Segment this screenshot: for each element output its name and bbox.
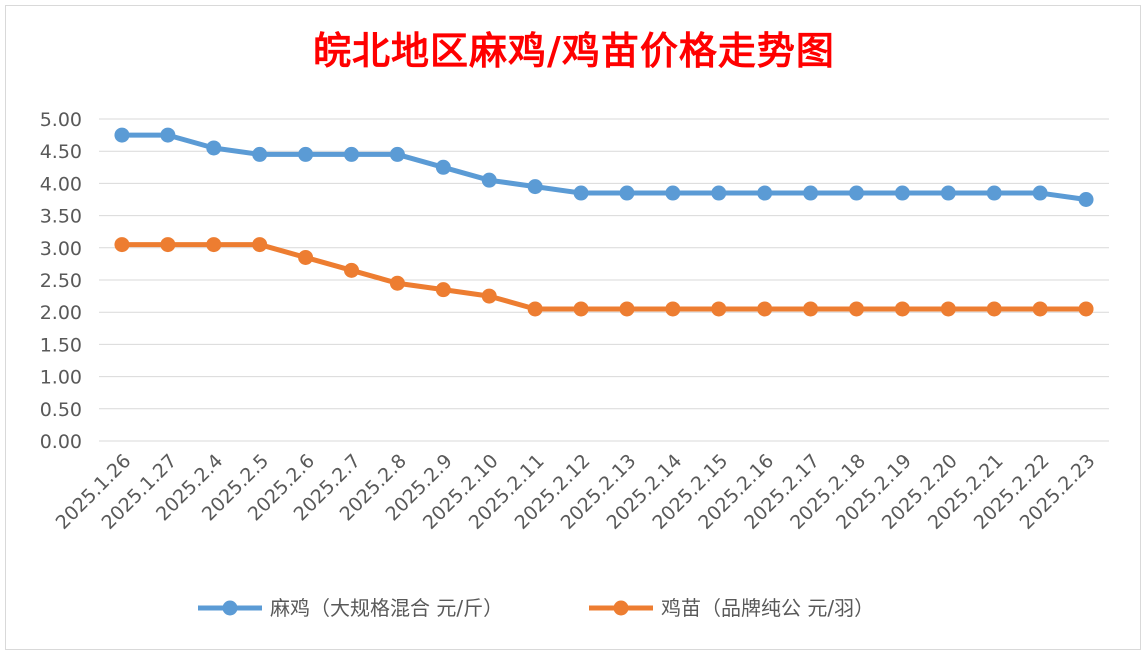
series-0-point [389,146,405,162]
series-1-point [344,262,359,278]
series-1-point [573,301,589,317]
series-1-point [986,301,1002,317]
series-1-point [1078,301,1094,317]
series-0-point [849,185,864,201]
series-1-point [711,301,727,317]
series-0-point [940,185,956,201]
series-0-point [757,185,773,201]
series-1-point [298,249,314,265]
series-0-point [1032,185,1048,201]
series-0-point [344,146,359,162]
y-tick-label: 1.50 [40,334,82,356]
series-1-point [206,237,222,253]
series-0-point [711,185,727,201]
series-1-point [114,237,130,253]
series-0-point [894,185,910,201]
y-tick-label: 3.50 [40,206,82,228]
series-1-point [160,237,176,253]
series-1-point [665,301,681,317]
legend-label-0: 麻鸡（大规格混合 元/斤） [270,596,503,620]
chart-title: 皖北地区麻鸡/鸡苗价格走势图 [313,28,835,73]
y-tick-label: 2.50 [40,270,82,292]
y-tick-label: 5.00 [40,109,82,131]
series-0-point [298,146,314,162]
series-0-point [619,185,635,201]
series-1-point [619,301,635,317]
series-1-point [803,301,819,317]
series-1-point [849,301,864,317]
legend-marker-1 [613,600,629,616]
series-0-point [114,127,130,143]
series-1-point [389,275,405,291]
series-0-point [435,159,451,175]
series-line-0 [119,132,1089,202]
series-1-point [894,301,910,317]
series-0-point [206,140,222,156]
y-tick-label: 1.00 [40,367,82,389]
y-tick-label: 0.50 [40,399,82,421]
series-1-point [435,282,451,298]
series-1-point [252,237,268,253]
series-0-point [986,185,1002,201]
series-0-point [527,179,543,195]
chart-frame [5,5,1141,650]
y-tick-label: 3.00 [40,238,82,260]
y-tick-label: 4.00 [40,173,82,195]
y-tick-label: 2.00 [40,302,82,324]
y-tick-label: 4.50 [40,141,82,163]
series-1-point [1032,301,1048,317]
series-0-point [252,146,268,162]
series-1-point [940,301,956,317]
y-tick-label: 0.00 [40,431,82,453]
series-0-point [803,185,819,201]
series-line-1 [119,242,1089,312]
legend-label-1: 鸡苗（品牌纯公 元/羽） [661,596,874,620]
series-0-point [481,172,497,188]
series-1-point [527,301,543,317]
series-0-point [160,127,176,143]
legend-marker-0 [222,600,238,616]
series-1-point [481,288,497,304]
series-0-point [1078,192,1094,207]
series-0-point [665,185,681,201]
series-0-point [573,185,589,201]
series-1-point [757,301,773,317]
